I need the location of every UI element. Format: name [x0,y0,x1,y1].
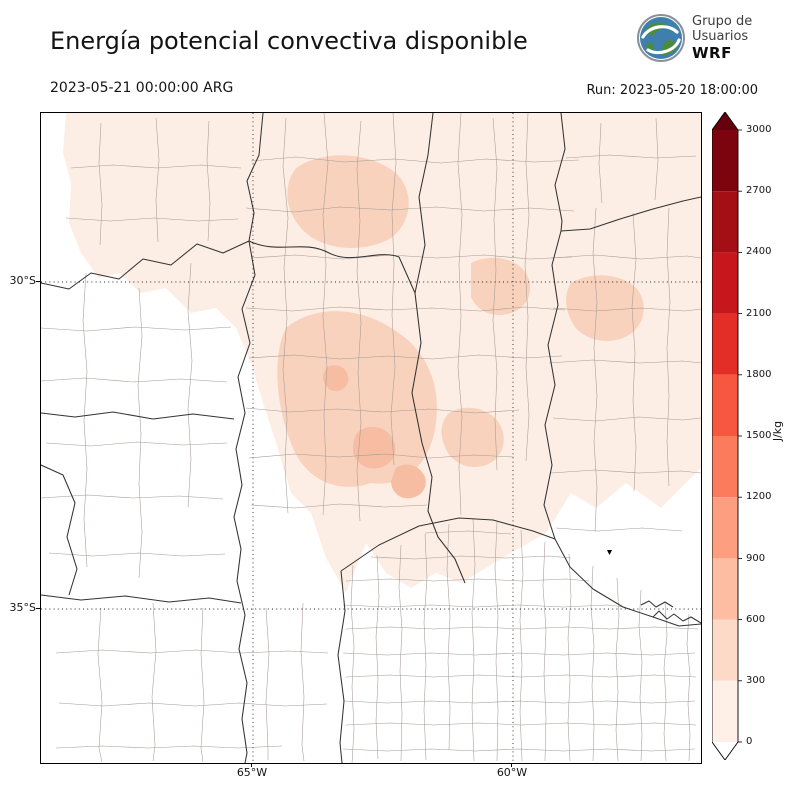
colorbar-tick-600: 600 [746,614,766,625]
gridlines [41,113,701,763]
lon-tick-60w [511,763,512,767]
colorbar-tick-2700: 2700 [746,185,772,196]
lon-label-60w: 60°W [496,766,528,779]
colorbar-tick-3000: 3000 [746,124,772,135]
logo-line-3: WRF [692,43,732,62]
map-svg [41,113,701,763]
lat-tick-30s [36,281,40,282]
colorbar [711,111,744,761]
lat-tick-35s [36,608,40,609]
colorbar-unit-label: J/kg [771,420,784,442]
province-boundaries [41,113,701,763]
logo-text: Grupo de Usuarios WRF [692,14,752,62]
colorbar-tick-2400: 2400 [746,246,772,257]
colorbar-tick-1200: 1200 [746,491,772,502]
colorbar-tick-1800: 1800 [746,369,772,380]
colorbar-under-arrow [712,742,738,760]
lat-label-35s: 35°S [9,601,36,614]
colorbar-tick-900: 900 [746,553,766,564]
colorbar-tick-300: 300 [746,675,766,686]
colorbar-tick-1500: 1500 [746,430,772,441]
buenos-aires-marker [607,550,612,555]
wrf-logo: Grupo de Usuarios WRF [636,12,786,68]
lon-label-65w: 65°W [236,766,268,779]
cape-shading-medium [277,155,644,487]
logo-line-1: Grupo de [692,14,753,29]
lon-tick-65w [251,763,252,767]
department-boundaries [41,113,701,763]
colorbar-over-arrow [712,112,738,130]
model-run-label: Run: 2023-05-20 18:00:00 [586,83,758,98]
colorbar-svg [711,111,742,761]
colorbar-tick-2100: 2100 [746,308,772,319]
logo-line-2: Usuarios [692,29,749,45]
valid-time-label: 2023-05-21 00:00:00 ARG [50,80,234,96]
colorbar-tick-marks [738,129,742,743]
page-title: Energía potencial convectiva disponible [50,27,528,55]
globe-icon [637,14,685,62]
lat-label-30s: 30°S [9,274,36,287]
map-canvas [40,112,702,764]
swirl-cloud [641,25,681,55]
cape-shading-deep [322,365,426,499]
colorbar-bands [712,130,738,742]
colorbar-tick-0: 0 [746,736,753,747]
